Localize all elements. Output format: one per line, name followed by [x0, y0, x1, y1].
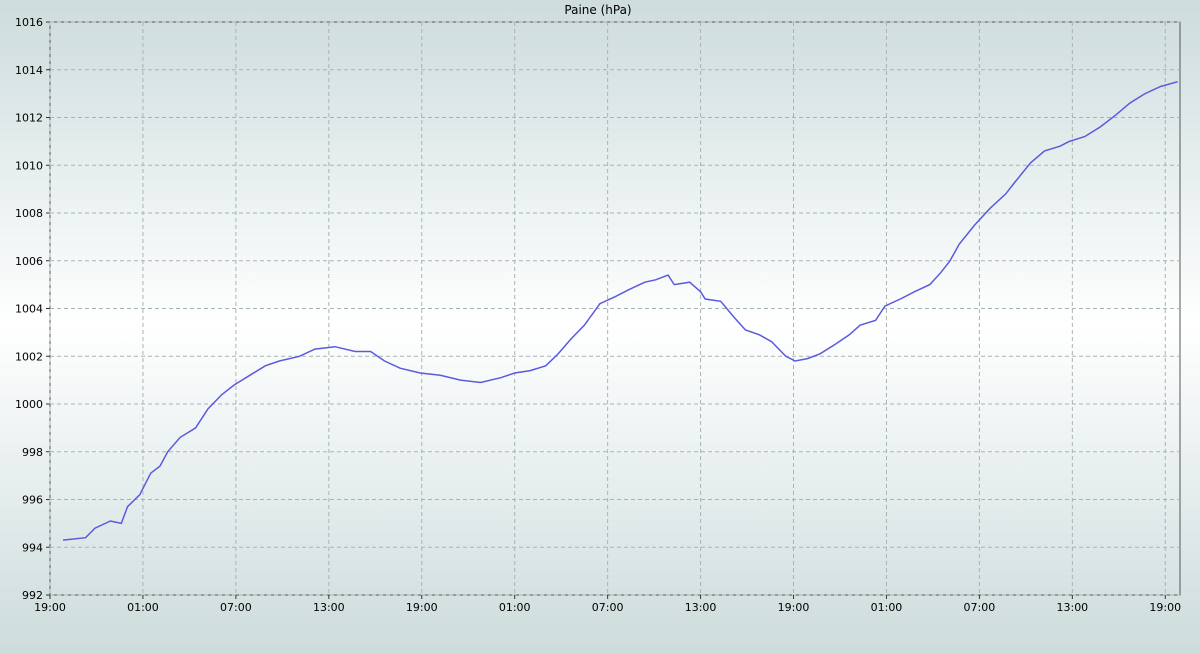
plot: 992 994 996 998 1000 1002 1004 1006 1008 1010 1012…	[15, 16, 1181, 614]
chart-title: Paine (hPa)	[564, 3, 631, 17]
y-tick-label: 1004	[15, 303, 43, 316]
data-line	[62, 80, 1178, 541]
x-tick-label: 01:00	[127, 601, 159, 614]
y-tick-label: 1002	[15, 350, 43, 363]
y-tick-label: 1012	[15, 112, 43, 125]
y-tick-label: 998	[22, 446, 43, 459]
x-tick-label: 19:00	[778, 601, 810, 614]
x-tick-label: 01:00	[871, 601, 903, 614]
x-tick-label: 07:00	[220, 601, 252, 614]
y-tick-label: 1006	[15, 255, 43, 268]
y-tick-label: 1010	[15, 159, 43, 172]
x-tick-label: 13:00	[1056, 601, 1088, 614]
x-tick-label: 19:00	[406, 601, 438, 614]
y-tick-label: 992	[22, 589, 43, 602]
y-tick-label: 1016	[15, 16, 43, 29]
x-tick-label: 13:00	[685, 601, 717, 614]
x-tick-label: 19:00	[34, 601, 66, 614]
y-tick-label: 996	[22, 494, 43, 507]
y-tick-label: 1014	[15, 64, 43, 77]
x-tick-label: 19:00	[1149, 601, 1181, 614]
x-tick-label: 07:00	[592, 601, 624, 614]
y-tick-label: 1000	[15, 398, 43, 411]
y-tick-label: 994	[22, 541, 43, 554]
x-tick-label: 13:00	[313, 601, 345, 614]
x-tick-label: 01:00	[499, 601, 531, 614]
y-tick-label: 1008	[15, 207, 43, 220]
x-tick-label: 07:00	[964, 601, 996, 614]
